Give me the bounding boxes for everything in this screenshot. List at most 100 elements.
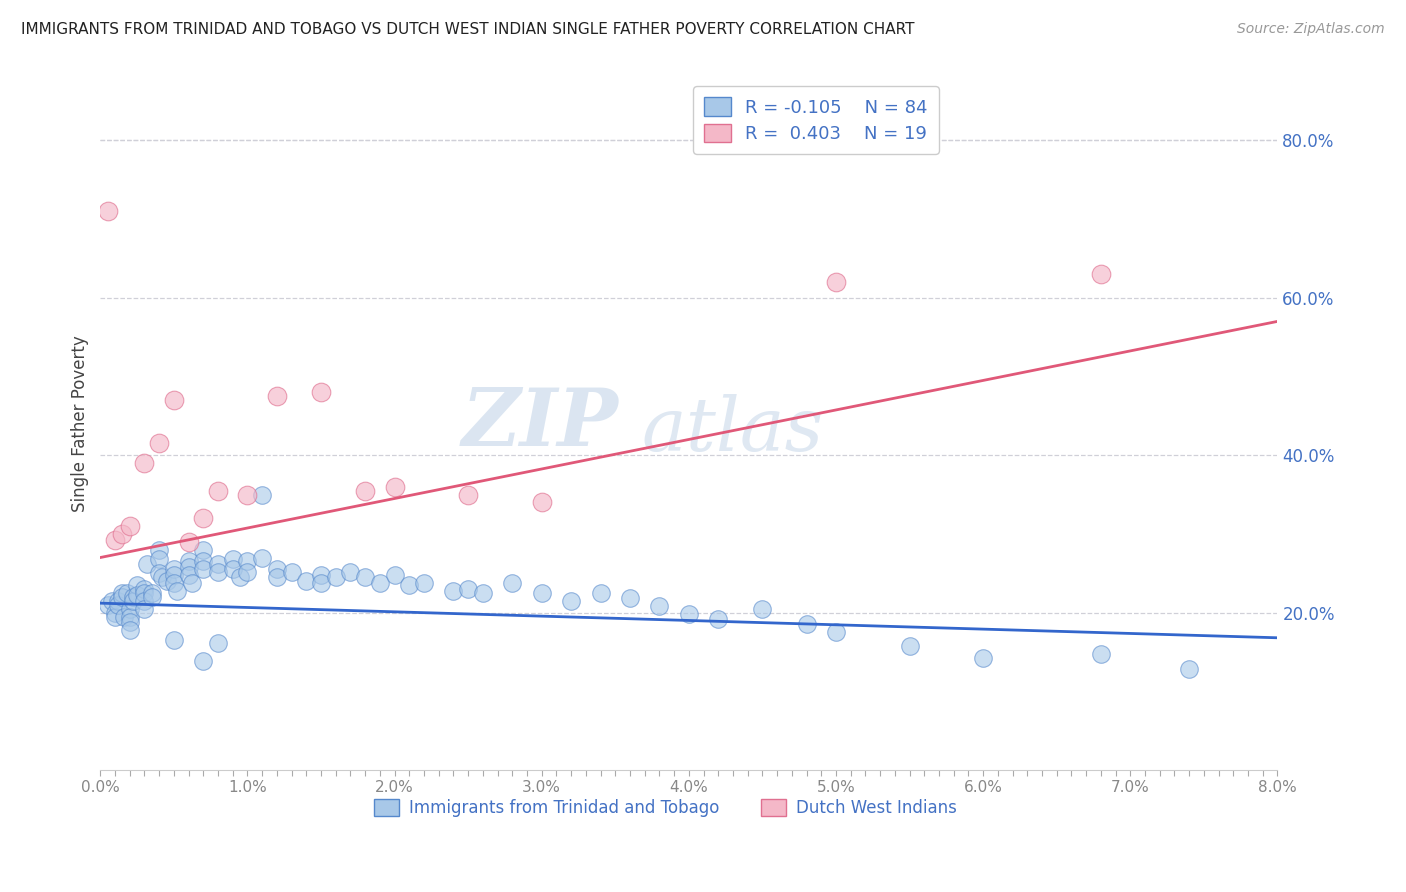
Point xyxy=(166,583,188,598)
Point xyxy=(104,533,127,548)
Point xyxy=(207,483,229,498)
Point xyxy=(134,456,156,470)
Point xyxy=(150,570,173,584)
Point xyxy=(398,578,420,592)
Point xyxy=(177,534,200,549)
Point xyxy=(118,615,141,629)
Point xyxy=(193,542,215,557)
Point xyxy=(207,557,229,571)
Point xyxy=(707,612,730,626)
Point xyxy=(111,590,134,604)
Point xyxy=(309,385,332,400)
Point xyxy=(443,583,465,598)
Point xyxy=(325,570,347,584)
Point xyxy=(141,586,163,600)
Point xyxy=(413,575,436,590)
Point xyxy=(127,578,149,592)
Point xyxy=(193,654,215,668)
Point xyxy=(177,560,200,574)
Point xyxy=(207,635,229,649)
Point xyxy=(236,565,259,579)
Point xyxy=(136,557,159,571)
Point xyxy=(972,651,994,665)
Point xyxy=(134,582,156,596)
Point xyxy=(115,586,138,600)
Text: IMMIGRANTS FROM TRINIDAD AND TOBAGO VS DUTCH WEST INDIAN SINGLE FATHER POVERTY C: IMMIGRANTS FROM TRINIDAD AND TOBAGO VS D… xyxy=(21,22,914,37)
Point xyxy=(530,495,553,509)
Point xyxy=(266,562,288,576)
Point xyxy=(250,550,273,565)
Point xyxy=(229,570,252,584)
Point xyxy=(309,575,332,590)
Point xyxy=(148,542,170,557)
Point xyxy=(339,565,361,579)
Point xyxy=(619,591,641,606)
Point xyxy=(118,519,141,533)
Point xyxy=(222,552,245,566)
Point xyxy=(1090,267,1112,281)
Point xyxy=(354,570,377,584)
Point xyxy=(250,487,273,501)
Point xyxy=(101,594,124,608)
Point xyxy=(118,601,141,615)
Point xyxy=(104,606,127,620)
Point xyxy=(193,554,215,568)
Text: atlas: atlas xyxy=(641,394,824,467)
Point xyxy=(266,389,288,403)
Text: Source: ZipAtlas.com: Source: ZipAtlas.com xyxy=(1237,22,1385,37)
Point xyxy=(207,565,229,579)
Point xyxy=(121,590,143,604)
Legend: Immigrants from Trinidad and Tobago, Dutch West Indians: Immigrants from Trinidad and Tobago, Dut… xyxy=(367,792,963,824)
Point xyxy=(796,617,818,632)
Point xyxy=(148,436,170,450)
Point xyxy=(121,594,143,608)
Point xyxy=(155,574,177,588)
Point xyxy=(118,609,141,624)
Point xyxy=(648,599,671,614)
Point xyxy=(368,575,391,590)
Point xyxy=(134,601,156,615)
Point xyxy=(236,487,259,501)
Point xyxy=(354,483,377,498)
Point xyxy=(751,601,773,615)
Point xyxy=(180,575,202,590)
Point xyxy=(111,586,134,600)
Point xyxy=(222,562,245,576)
Point xyxy=(148,552,170,566)
Point xyxy=(177,554,200,568)
Point xyxy=(825,625,848,640)
Point xyxy=(163,575,186,590)
Point xyxy=(1178,662,1201,676)
Point xyxy=(457,487,479,501)
Point xyxy=(134,586,156,600)
Point xyxy=(148,566,170,581)
Point xyxy=(177,567,200,582)
Point xyxy=(384,480,406,494)
Point xyxy=(295,574,318,588)
Point xyxy=(193,511,215,525)
Text: ZIP: ZIP xyxy=(461,385,619,462)
Point xyxy=(163,567,186,582)
Point xyxy=(127,588,149,602)
Point xyxy=(163,562,186,576)
Point xyxy=(97,204,120,219)
Point xyxy=(104,609,127,624)
Point xyxy=(560,594,582,608)
Point xyxy=(193,562,215,576)
Point xyxy=(457,582,479,596)
Point xyxy=(384,567,406,582)
Point xyxy=(530,586,553,600)
Point xyxy=(111,527,134,541)
Point xyxy=(112,609,135,624)
Point xyxy=(678,607,700,622)
Point xyxy=(898,639,921,653)
Point xyxy=(107,594,129,608)
Point xyxy=(141,590,163,604)
Point xyxy=(589,586,612,600)
Point xyxy=(236,554,259,568)
Point xyxy=(134,594,156,608)
Point xyxy=(163,633,186,648)
Point xyxy=(471,586,494,600)
Point xyxy=(1090,647,1112,661)
Point xyxy=(280,565,302,579)
